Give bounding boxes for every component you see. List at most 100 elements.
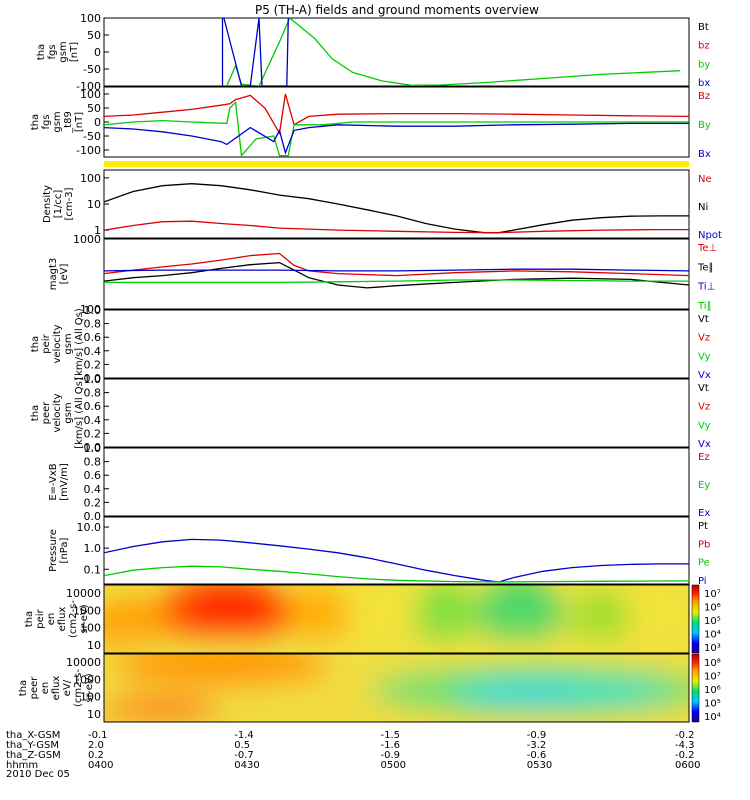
- y-axis-label: (cm2-s-: [73, 669, 84, 707]
- y-tick-label: 0.6: [84, 331, 102, 344]
- y-axis-label: sr-eV): [84, 673, 95, 702]
- panel-peer_en_eflux: 10000 1000 100 10 tha peer en eflux eV/(cm2-s-sr…: [18, 656, 109, 721]
- legend-entry: Te∥: [697, 262, 714, 273]
- y-axis-label: eflux: [51, 676, 62, 701]
- ephemeris-value: -0.2: [675, 750, 695, 761]
- legend-entry: Vx: [698, 370, 711, 381]
- legend-entry: Pe: [698, 558, 710, 569]
- series-Ti⊥: [104, 268, 689, 272]
- y-tick-label: 50: [87, 102, 101, 115]
- panel-frame: [103, 309, 690, 379]
- y-tick-label: 1.0: [84, 542, 102, 555]
- y-axis-label: en: [46, 613, 57, 626]
- y-tick-label: -50: [83, 130, 101, 143]
- panel-temperature: 1000 100 magt3 [eV] Te⊥ Te∥ Ti⊥ Ti∥: [48, 233, 717, 316]
- ephemeris-value: 2.0: [88, 740, 104, 751]
- colorbar-tick-label: 10⁵: [704, 616, 721, 627]
- legend-entry: Pi: [698, 576, 707, 587]
- y-tick-label: 0.8: [84, 318, 102, 331]
- y-axis-label: tha: [30, 114, 41, 130]
- y-tick-label: 1.0: [84, 373, 102, 386]
- panel-frame: [103, 169, 690, 239]
- y-tick-label: 10000: [66, 587, 101, 600]
- spectrogram-peer: [104, 654, 689, 722]
- legend-entry: Ti⊥: [697, 282, 715, 293]
- y-axis-label: (cm2-s-: [68, 600, 79, 638]
- legend-entry: Vx: [698, 439, 711, 450]
- y-tick-label: 1000: [73, 673, 101, 686]
- y-axis-label: tha: [30, 405, 41, 421]
- colorbar-tick-label: 10⁴: [704, 712, 721, 723]
- y-axis-label: [nT]: [74, 112, 85, 132]
- y-tick-label: 0.8: [84, 456, 102, 469]
- series-Te⊥: [104, 252, 689, 277]
- y-tick-label: 0.0: [84, 441, 102, 454]
- legend-entry: Ez: [698, 452, 710, 463]
- legend-entry: Ti∥: [697, 301, 712, 312]
- legend-entry: Te⊥: [697, 243, 717, 254]
- legend-entry: Vy: [698, 351, 711, 362]
- y-tick-label: 100: [80, 12, 101, 25]
- ephemeris-value: 0500: [381, 760, 406, 771]
- series-Ni: [104, 183, 689, 234]
- y-tick-label: 0.2: [84, 496, 102, 509]
- y-tick-label: 10: [87, 639, 101, 652]
- y-axis-label: gsm: [58, 41, 69, 62]
- series-group: [104, 252, 689, 289]
- legend-entry: bz: [698, 41, 710, 52]
- y-tick-label: 1.0: [84, 304, 102, 317]
- date-label: 2010 Dec 05: [6, 769, 70, 780]
- panel-frame: [103, 17, 690, 87]
- legend-entry: Vz: [698, 333, 710, 344]
- y-tick-label: 1.0: [84, 442, 102, 455]
- ephemeris-value: -0.2: [675, 730, 695, 741]
- y-axis-label: [cm-3]: [64, 187, 75, 220]
- y-axis-label: [km/s] (All Qs): [74, 308, 85, 380]
- y-axis-label: tha: [24, 611, 35, 627]
- y-tick-label: 50: [87, 29, 101, 42]
- y-tick-label: 100: [80, 622, 101, 635]
- y-tick-label: 100: [80, 88, 101, 101]
- legend-entry: Bx: [698, 149, 711, 160]
- y-axis-label: gsm: [52, 111, 63, 132]
- y-tick-label: 10.0: [77, 521, 102, 534]
- y-tick-label: 0.6: [84, 400, 102, 413]
- spectrogram-peer-frame: [103, 653, 690, 723]
- y-axis-label: tha: [30, 336, 41, 352]
- ephemeris-value: 0430: [234, 760, 259, 771]
- y-tick-label: 0.4: [84, 345, 102, 358]
- y-tick-label: 0: [94, 116, 101, 129]
- y-axis-label: [km/s] (All Qs): [74, 377, 85, 449]
- series-group: [104, 183, 689, 234]
- ephemeris-value: -0.7: [234, 750, 254, 761]
- legend-entry: Pt: [698, 521, 708, 532]
- legend-entry: bx: [698, 78, 710, 89]
- series-group: [104, 538, 689, 583]
- y-tick-label: -100: [76, 80, 101, 93]
- panel-fgs: 100 50 0 -50 -100 tha fgs gsm [nT] Bt bz by bx: [36, 12, 710, 93]
- spectrogram-peir-frame: [103, 584, 690, 654]
- y-axis-label: velocity: [52, 393, 63, 432]
- y-tick-label: 0.4: [84, 483, 102, 496]
- y-tick-label: -100: [76, 144, 101, 157]
- colorbar-tick-label: 10⁶: [704, 603, 721, 614]
- y-tick-label: 0.0: [84, 510, 102, 523]
- y-axis-label: [1/cc]: [53, 190, 64, 219]
- colorbar-tick-label: 10⁸: [704, 658, 721, 669]
- y-tick-label: 100: [80, 303, 101, 316]
- colorbar-peir: [691, 584, 700, 654]
- y-axis-label: tha: [18, 680, 29, 696]
- legend-entry: Bz: [698, 91, 710, 102]
- colorbar-labels: 10⁷ 10⁶ 10⁵ 10⁴ 10³ 10⁸ 10⁷ 10⁶ 10⁵ 10⁴: [704, 589, 721, 723]
- y-tick-label: 0.2: [84, 358, 102, 371]
- y-axis-label: [nPa]: [59, 537, 70, 563]
- ephemeris-row-label: hhmm: [6, 760, 38, 771]
- ephemeris-value: -4.3: [675, 740, 695, 751]
- ephemeris-value: -3.2: [527, 740, 547, 751]
- colorbar-peer: [691, 653, 700, 723]
- ephemeris-value: -1.5: [381, 730, 401, 741]
- legend-entry: By: [698, 120, 711, 131]
- y-axis-label: peir: [41, 333, 52, 353]
